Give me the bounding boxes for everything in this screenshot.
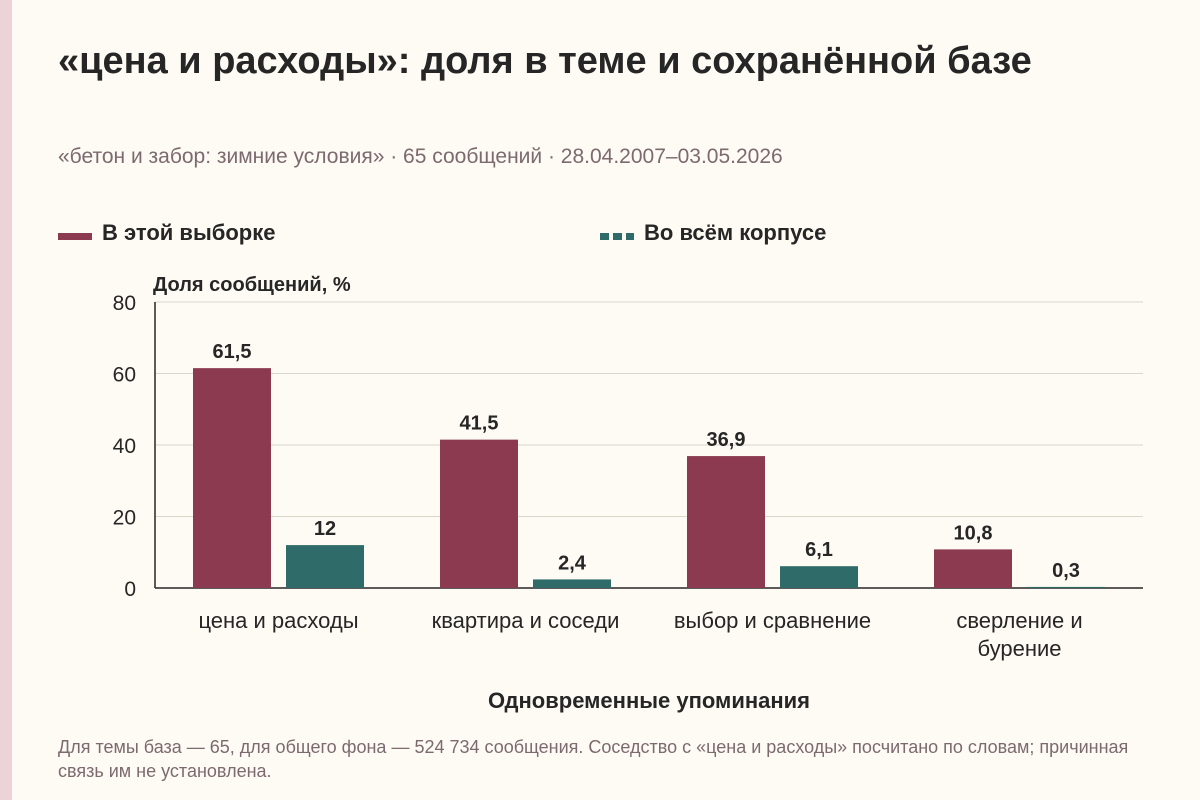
x-tick-label: квартира и соседи xyxy=(432,608,620,633)
legend-swatch-sample xyxy=(58,233,92,240)
bar-corpus xyxy=(780,566,858,588)
bar-value-label: 6,1 xyxy=(805,539,833,561)
legend-label-sample: В этой выборке xyxy=(102,220,276,245)
y-tick-label: 60 xyxy=(113,364,136,387)
chart-title: «цена и расходы»: доля в теме и сохранён… xyxy=(58,40,1032,82)
bar-corpus xyxy=(286,545,364,588)
chart-footnote: Для темы база — 65, для общего фона — 52… xyxy=(58,737,1129,781)
bar-value-label: 10,8 xyxy=(954,522,993,544)
bar-value-label: 0,3 xyxy=(1052,560,1080,582)
bar-sample xyxy=(934,549,1012,588)
y-tick-label: 20 xyxy=(113,507,136,530)
x-tick-label: цена и расходы xyxy=(198,608,358,633)
bar-sample xyxy=(440,439,518,588)
bar-corpus xyxy=(1027,586,1105,588)
chart-subtitle: «бетон и забор: зимние условия» · 65 соо… xyxy=(58,145,783,168)
x-tick-label: выбор и сравнение xyxy=(674,608,871,633)
legend-swatch-corpus xyxy=(600,233,634,240)
bar-sample xyxy=(687,456,765,588)
x-axis-label: Одновременные упоминания xyxy=(488,688,810,713)
y-tick-label: 80 xyxy=(113,292,136,315)
bar-sample xyxy=(193,368,271,588)
bar-value-label: 61,5 xyxy=(213,341,252,363)
y-tick-label: 40 xyxy=(113,435,136,458)
bar-value-label: 2,4 xyxy=(558,552,587,574)
side-accent-strip xyxy=(0,0,12,800)
bar-value-label: 36,9 xyxy=(707,429,746,451)
x-tick-label: бурение xyxy=(977,636,1061,661)
y-tick-label: 0 xyxy=(124,578,136,601)
bar-value-label: 12 xyxy=(314,518,336,540)
bar-corpus xyxy=(533,579,611,588)
x-tick-label: сверление и xyxy=(956,608,1082,633)
legend-label-corpus: Во всём корпусе xyxy=(644,220,827,245)
bar-value-label: 41,5 xyxy=(460,413,499,435)
y-axis-label: Доля сообщений, % xyxy=(153,274,351,296)
